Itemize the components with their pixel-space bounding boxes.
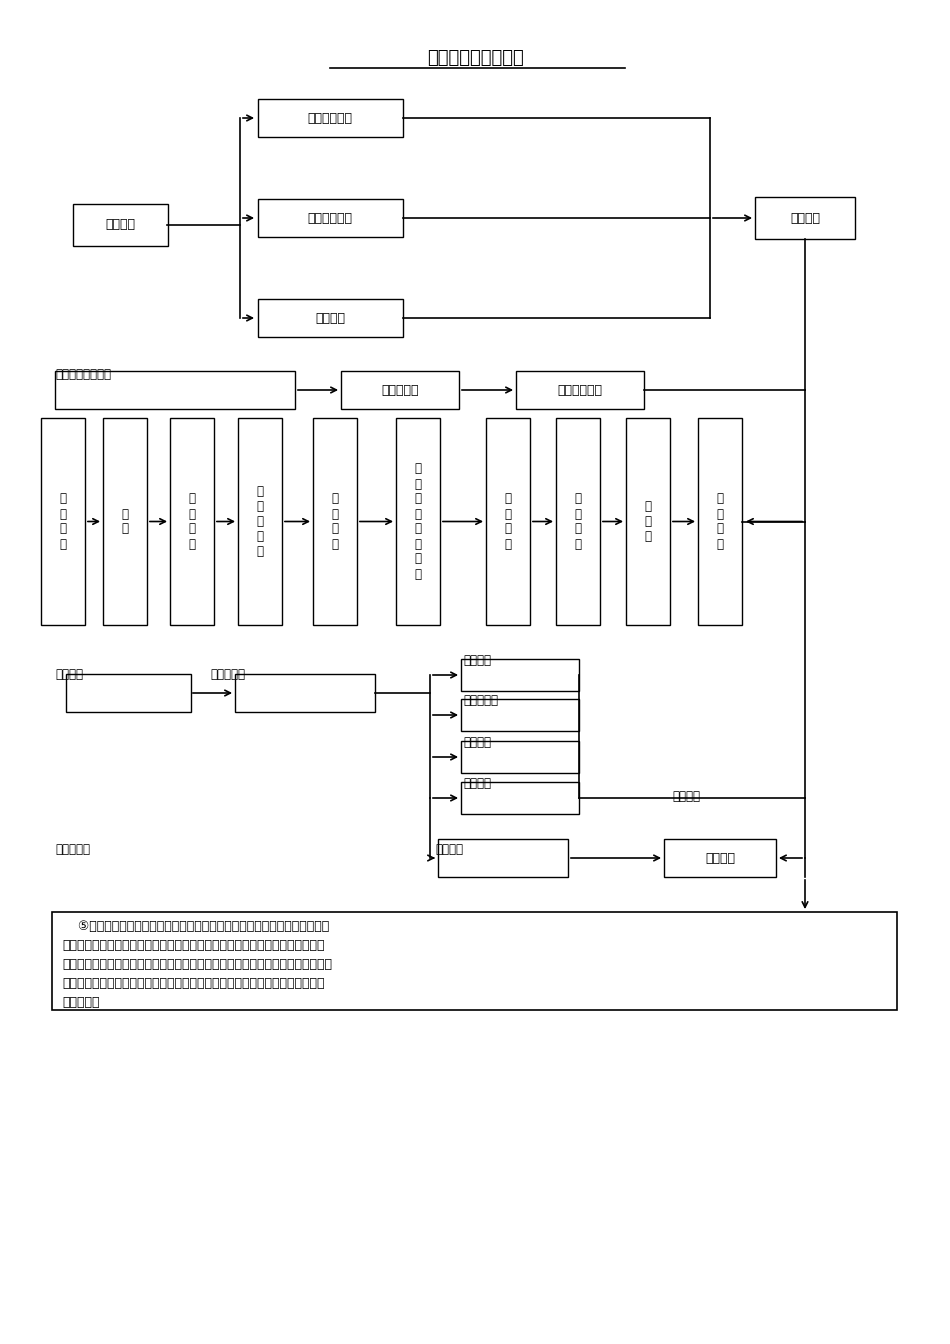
Text: 施工预备: 施工预备: [790, 211, 820, 224]
Text: 生疏图纸: 生疏图纸: [105, 219, 135, 231]
Text: 放
线: 放 线: [122, 508, 128, 535]
Text: 无特别声，止水橡皮压缩良好，无间隙，做好安装检测资料报业主和监理工程师验: 无特别声，止水橡皮压缩良好，无间隙，做好安装检测资料报业主和监理工程师验: [62, 958, 332, 970]
Text: 安启闭机: 安启闭机: [705, 852, 735, 864]
Text: 预备技术文件: 预备技术文件: [308, 112, 352, 125]
Text: 门
槽
安
装: 门 槽 安 装: [504, 492, 511, 551]
Bar: [438, 839, 568, 878]
Bar: [257, 298, 403, 337]
Text: 假设无条件，待启闭机安装好后再进展闸门调试直至闸门启闭机平稳、无震惊、: 假设无条件，待启闭机安装好后再进展闸门调试直至闸门启闭机平稳、无震惊、: [62, 939, 325, 952]
Bar: [55, 371, 295, 409]
Bar: [170, 418, 214, 625]
Bar: [238, 418, 282, 625]
Text: 清理门槽杂物: 清理门槽杂物: [558, 383, 602, 396]
Text: 底
座
安
装: 底 座 安 装: [188, 492, 196, 551]
Text: 检查门槽土建质量: 检查门槽土建质量: [55, 368, 111, 380]
Text: 静平衡试点: 静平衡试点: [210, 668, 245, 681]
Text: 闸门试验: 闸门试验: [435, 843, 463, 856]
Bar: [461, 699, 579, 731]
Text: 二
期
砼: 二 期 砼: [644, 500, 652, 543]
Text: 剔除砼毛面: 剔除砼毛面: [381, 383, 419, 396]
Bar: [461, 659, 579, 691]
Bar: [41, 418, 85, 625]
Text: 安止水橡皮: 安止水橡皮: [463, 694, 498, 707]
Bar: [235, 673, 375, 712]
Bar: [257, 99, 403, 137]
Text: 止水橡皮。: 止水橡皮。: [62, 996, 100, 1009]
Bar: [103, 418, 147, 625]
Bar: [556, 418, 600, 625]
Bar: [516, 371, 644, 409]
Bar: [313, 418, 357, 625]
Text: 启闭机安装: 启闭机安装: [55, 843, 90, 856]
Bar: [52, 913, 897, 1009]
Text: 导轮加油: 导轮加油: [463, 737, 491, 749]
Text: 安
装
样
板: 安 装 样 板: [332, 492, 338, 551]
Text: 埋
件
安
装: 埋 件 安 装: [716, 492, 724, 551]
Bar: [257, 199, 403, 237]
Text: 预备机具: 预备机具: [315, 312, 345, 324]
Text: 上
下
游
墩
埋
件
找
正: 上 下 游 墩 埋 件 找 正: [414, 462, 422, 581]
Text: 协作土建预理: 协作土建预理: [308, 211, 352, 224]
Text: 收认可，在调试过程中各转动部位加注润滑油，并向轨道与橡皮接触处冲水保护: 收认可，在调试过程中各转动部位加注润滑油，并向轨道与橡皮接触处冲水保护: [62, 977, 325, 991]
Text: 构
件
检
查: 构 件 检 查: [60, 492, 66, 551]
Bar: [461, 741, 579, 773]
Bar: [755, 198, 855, 239]
Text: 门叶检查: 门叶检查: [55, 668, 83, 681]
Text: 门叶检查: 门叶检查: [463, 777, 491, 790]
Bar: [72, 204, 167, 246]
Bar: [341, 371, 459, 409]
Bar: [461, 782, 579, 814]
Bar: [396, 418, 440, 625]
Text: 防腐涂漆: 防腐涂漆: [463, 655, 491, 667]
Text: 闸门安装程序流程图: 闸门安装程序流程图: [427, 48, 523, 67]
Bar: [698, 418, 742, 625]
Bar: [626, 418, 670, 625]
Text: ⑤在启闭机安装前，假设条件允许可用临时起吸设备把门叶上下启动调整，: ⑤在启闭机安装前，假设条件允许可用临时起吸设备把门叶上下启动调整，: [62, 921, 330, 933]
Text: 墩
埋
件
就
位: 墩 埋 件 就 位: [256, 485, 263, 558]
Bar: [66, 673, 191, 712]
Bar: [486, 418, 530, 625]
Text: 门叶安装: 门叶安装: [672, 790, 700, 802]
Bar: [664, 839, 776, 878]
Text: 技
术
复
核: 技 术 复 核: [575, 492, 581, 551]
